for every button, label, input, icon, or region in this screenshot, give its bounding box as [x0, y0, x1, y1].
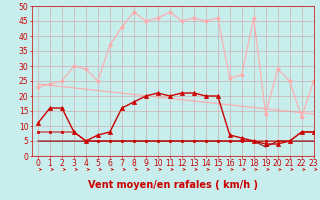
X-axis label: Vent moyen/en rafales ( km/h ): Vent moyen/en rafales ( km/h )	[88, 180, 258, 190]
